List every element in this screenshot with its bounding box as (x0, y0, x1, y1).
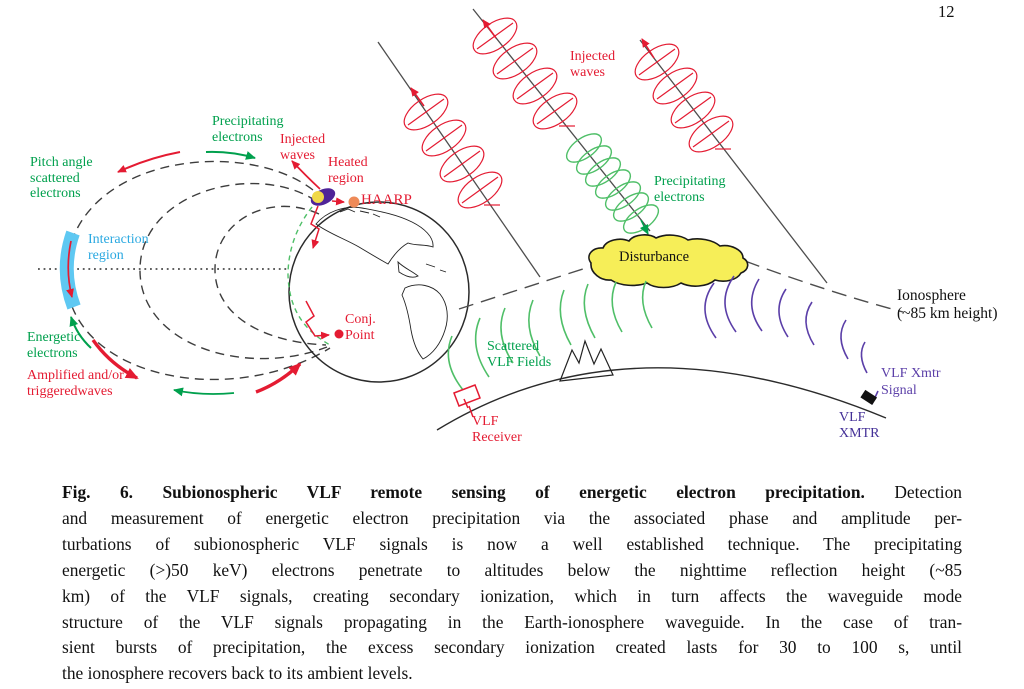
heated-spot (312, 191, 324, 203)
page-number: 12 (938, 2, 955, 21)
label-precipitating-electrons-left: Precipitating electrons (212, 114, 284, 145)
injected-wave-helix-left (403, 87, 503, 209)
label-disturbance: Disturbance (619, 249, 690, 265)
caption-bold-title: Fig. 6. Subionospheric VLF remote sensin… (62, 482, 865, 502)
caption-line: Fig. 6. Subionospheric VLF remote sensin… (62, 480, 962, 506)
amplified-waves-arrow-right (255, 362, 302, 394)
amplified-waves-arrow-left (91, 339, 139, 380)
haarp-dot (348, 196, 360, 208)
vlf-xmtr-square (860, 389, 878, 406)
label-scattered-vlf-fields: Scattered VLF Fields (487, 339, 552, 370)
haarp-pointer-arrow (331, 197, 345, 206)
label-energetic-electrons: Energetic electrons (27, 330, 81, 361)
magnetic-field-lines (65, 160, 331, 381)
bottom-green-arrow (173, 387, 235, 397)
interaction-region-band (59, 230, 81, 310)
caribbean-islands (425, 263, 447, 273)
injected-wave-arrow (291, 160, 321, 190)
label-injected-waves-left: Injected waves (280, 132, 326, 163)
injected-wave-helix-middle (472, 17, 578, 130)
label-vlf-xmtr-signal: VLF Xmtr Signal (881, 366, 941, 398)
coil-down-arrow (639, 219, 649, 235)
label-injected-waves-right: Injected waves (570, 49, 616, 80)
caption-line: sient bursts of precipitation, the exces… (62, 637, 962, 658)
precipitating-electron-coil (565, 133, 660, 235)
arctic-coast-detail (339, 208, 381, 218)
ducted-path (287, 199, 331, 346)
precipitating-arrow-green (205, 150, 256, 160)
heated-region-marker (291, 160, 360, 208)
label-vlf-xmtr: VLF XMTR (839, 410, 880, 441)
conjugate-point-dot (334, 329, 344, 339)
caption-line: structure of the VLF signals propagating… (62, 611, 962, 632)
label-pitch-angle-scattered: Pitch angle scattered electrons (30, 155, 93, 201)
label-ionosphere: Ionosphere (~85 km height) (897, 287, 998, 322)
scattered-vlf-arcs (447, 280, 653, 391)
earth-surface-curve (436, 367, 887, 431)
label-amplified-triggered-waves: Amplified and/or triggeredwaves (27, 368, 124, 399)
figure-caption: Fig. 6. Subionospheric VLF remote sensin… (62, 480, 962, 687)
disturbance-blob (588, 234, 749, 289)
label-precipitating-electrons-right: Precipitating electrons (654, 174, 726, 205)
caption-line: km) of the VLF signals, creating seconda… (62, 585, 962, 606)
central-america-coastline (397, 260, 419, 278)
vlf-receiver-antenna (453, 384, 481, 418)
caption-line1-rest: Detection (894, 482, 962, 502)
caption-line: energetic (>)50 keV) electrons penetrate… (62, 559, 962, 580)
label-interaction-region: Interaction region (88, 232, 149, 263)
label-haarp: HAARP (361, 192, 412, 208)
earth-globe (288, 201, 470, 383)
caption-line: turbations of subionospheric VLF signals… (62, 533, 962, 554)
label-conjugate-point: Conj. Point (345, 312, 376, 343)
downgoing-wave-zigzag-south (304, 300, 330, 340)
north-america-coastline (315, 206, 434, 265)
green-dashed-duct (287, 199, 331, 346)
field-line-arrows (69, 150, 302, 397)
energetic-electrons-arrow (69, 316, 92, 349)
south-america-coastline (401, 284, 448, 360)
figure-6-diagram: Precipitating electrons Injected waves H… (27, 8, 998, 445)
caption-line: the ionosphere recovers back to its ambi… (62, 663, 413, 684)
downgoing-wave-zigzag-north (310, 205, 320, 249)
mountains (559, 339, 614, 382)
label-heated-region: Heated region (328, 155, 368, 186)
diagram-canvas (38, 8, 904, 431)
precipitating-arrow-red (117, 151, 181, 173)
caption-line: and measurement of energetic electron pr… (62, 507, 962, 528)
injected-wave-helix-right (634, 38, 734, 153)
vlf-xmtr-signal-arcs (704, 275, 879, 405)
label-vlf-receiver: VLF Receiver (472, 414, 522, 445)
ionosphere-boundary (458, 260, 904, 313)
